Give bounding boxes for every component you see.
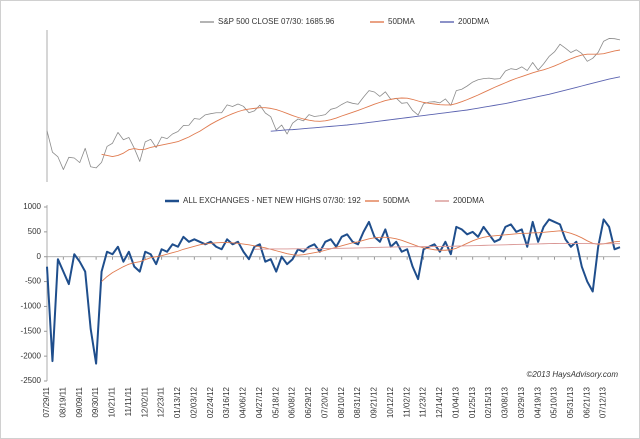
x-tick-label: 02/03/12 <box>189 386 198 418</box>
legend-label: S&P 500 CLOSE 07/30: 1685.96 <box>218 17 335 26</box>
x-tick-label: 03/29/13 <box>517 386 526 418</box>
x-tick-label: 11/23/12 <box>419 386 428 417</box>
series-line <box>270 76 621 132</box>
x-tick-label: 04/27/12 <box>255 386 264 418</box>
x-tick-label: 01/04/13 <box>451 386 460 418</box>
y-tick-label: -1000 <box>21 302 42 311</box>
x-tick-label: 06/21/13 <box>582 386 591 418</box>
x-tick-label: 04/19/13 <box>533 386 542 418</box>
x-tick-label: 02/24/12 <box>206 386 215 418</box>
legend-label: ALL EXCHANGES - NET NEW HIGHS 07/30: 192 <box>183 196 361 205</box>
y-tick-label: 0 <box>37 252 42 261</box>
legend-label: 200DMA <box>458 17 490 26</box>
y-tick-label: 500 <box>28 227 42 236</box>
x-tick-label: 07/12/13 <box>599 386 608 418</box>
x-tick-label: 03/16/12 <box>222 386 231 418</box>
x-tick-label: 08/10/12 <box>337 386 346 418</box>
series-line <box>46 38 621 170</box>
x-tick-label: 12/02/11 <box>140 386 149 417</box>
x-tick-label: 04/06/12 <box>239 386 248 418</box>
series-line <box>46 218 621 365</box>
x-tick-label: 05/31/13 <box>566 386 575 418</box>
x-tick-label: 11/11/11 <box>124 386 133 416</box>
legend-label: 200DMA <box>453 196 485 205</box>
x-tick-label: 10/12/12 <box>386 386 395 418</box>
x-tick-label: 12/14/12 <box>435 386 444 418</box>
series-line <box>254 242 620 250</box>
x-tick-label: 08/19/11 <box>58 386 67 417</box>
x-tick-label: 06/08/12 <box>288 386 297 418</box>
x-tick-label: 01/13/12 <box>173 386 182 418</box>
x-tick-label: 02/15/13 <box>484 386 493 418</box>
y-tick-label: -2000 <box>21 351 42 360</box>
series-line <box>101 230 621 282</box>
y-tick-label: -1500 <box>21 326 42 335</box>
legend-label: 50DMA <box>388 17 415 26</box>
x-tick-label: 11/02/12 <box>402 386 411 417</box>
annotation: ©2013 HaysAdvisory.com <box>526 370 618 379</box>
x-tick-label: 10/21/11 <box>108 386 117 417</box>
x-tick-label: 05/18/12 <box>271 386 280 418</box>
x-tick-label: 07/29/11 <box>42 386 51 417</box>
x-tick-label: 06/29/12 <box>304 386 313 418</box>
x-tick-label: 09/21/12 <box>370 386 379 418</box>
series-line <box>101 49 621 158</box>
y-tick-label: 1000 <box>23 202 41 211</box>
y-tick-label: -2500 <box>21 376 42 385</box>
x-tick-label: 09/30/11 <box>91 386 100 417</box>
x-tick-label: 12/23/11 <box>157 386 166 417</box>
y-tick-label: -500 <box>25 277 42 286</box>
legend-label: 50DMA <box>383 196 410 205</box>
x-tick-label: 09/09/11 <box>75 386 84 417</box>
x-tick-label: 07/20/12 <box>320 386 329 418</box>
x-tick-label: 05/10/13 <box>550 386 559 418</box>
x-tick-label: 08/31/12 <box>353 386 362 418</box>
x-tick-label: 03/08/13 <box>501 386 510 418</box>
x-tick-label: 01/25/13 <box>468 386 477 418</box>
